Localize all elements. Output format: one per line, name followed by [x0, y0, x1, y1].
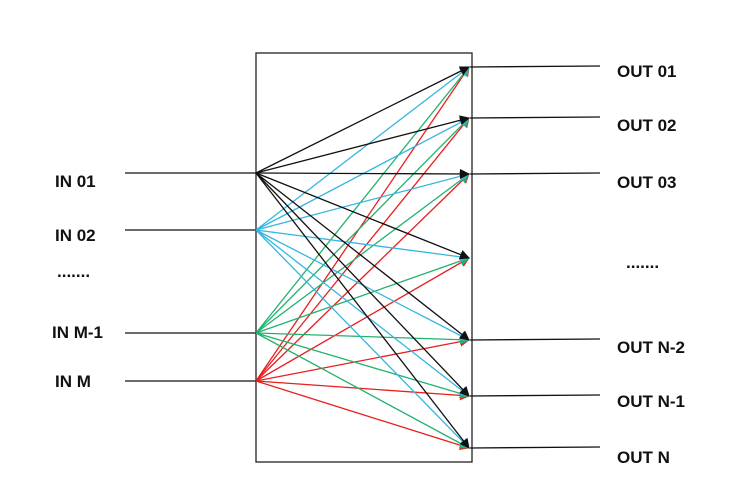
connection-arrow	[255, 229, 470, 449]
connection-arrow	[255, 117, 470, 382]
output-label-n: OUT N	[617, 448, 670, 467]
connection-arrow	[255, 66, 470, 231]
output-label-n-1: OUT N-1	[617, 392, 685, 411]
connection-arrow	[255, 380, 470, 451]
connection-arrow	[255, 66, 470, 334]
connection-arrow	[255, 380, 470, 401]
connection-arrow	[255, 66, 470, 382]
connection-arrow	[255, 66, 470, 174]
output-line	[469, 338, 601, 341]
input-label-2: IN 02	[55, 226, 96, 245]
connection-arrow	[255, 332, 470, 399]
input-label-m-1: IN M-1	[52, 323, 103, 342]
output-line	[469, 116, 601, 119]
output-label-1: OUT 01	[617, 62, 677, 81]
connection-arrow	[255, 172, 470, 260]
input-label-m: IN M	[55, 372, 91, 391]
connection-arrow	[255, 332, 470, 449]
output-line	[469, 172, 601, 175]
output-ellipsis: .......	[626, 253, 660, 272]
output-label-2: OUT 02	[617, 116, 677, 135]
connection-arrow	[255, 173, 470, 382]
output-label-n-2: OUT N-2	[617, 338, 685, 357]
input-label-1: IN 01	[55, 172, 96, 191]
output-label-3: OUT 03	[617, 173, 677, 192]
switch-box	[255, 52, 473, 463]
connection-arrow	[255, 229, 470, 397]
connection-arrow	[255, 257, 470, 382]
connection-arrow	[255, 115, 470, 174]
connection-arrow	[255, 172, 470, 341]
connection-arrow	[255, 256, 470, 334]
connection-arrow	[255, 172, 470, 397]
connection-arrow	[255, 168, 470, 179]
connection-arrow	[255, 117, 470, 334]
output-line	[469, 394, 601, 397]
output-line	[469, 65, 601, 68]
connection-arrow	[255, 332, 470, 345]
input-ellipsis: .......	[57, 262, 91, 281]
connection-arrow	[255, 336, 470, 382]
connection-arrow	[255, 173, 470, 334]
connection-arrow	[255, 229, 470, 262]
output-line	[469, 446, 601, 449]
connection-arrow	[255, 172, 470, 449]
connection-arrow	[255, 171, 470, 231]
